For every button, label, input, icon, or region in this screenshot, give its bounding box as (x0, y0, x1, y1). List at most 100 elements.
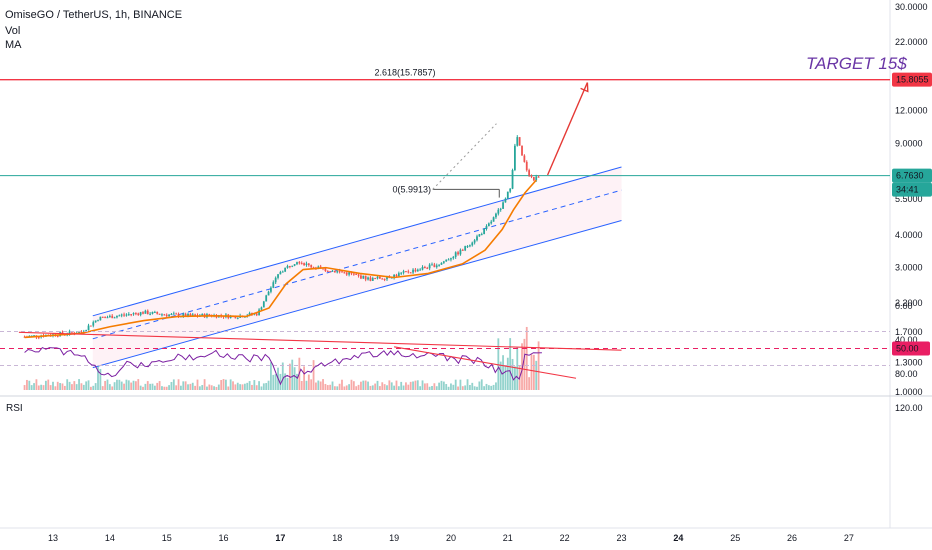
candle-body[interactable] (37, 337, 40, 339)
candle-body[interactable] (298, 262, 301, 264)
rsi-line[interactable] (24, 346, 542, 386)
rsi-trendline-1[interactable] (18, 331, 622, 351)
candle-body[interactable] (333, 270, 336, 273)
candle-body[interactable] (68, 331, 71, 335)
channel-upper-line[interactable] (92, 166, 622, 317)
candle-body[interactable] (277, 274, 279, 278)
candle-body[interactable] (127, 314, 130, 316)
rsi-indicator-label[interactable]: RSI (6, 403, 23, 414)
candle-body[interactable] (469, 245, 471, 247)
candle-body[interactable] (168, 314, 170, 317)
candle-body[interactable] (459, 249, 462, 255)
candle-body[interactable] (153, 311, 156, 313)
candle-body[interactable] (362, 275, 365, 279)
candle-body[interactable] (409, 272, 412, 274)
candle-body[interactable] (243, 316, 246, 318)
candle-body[interactable] (378, 276, 381, 279)
candle-body[interactable] (111, 315, 114, 319)
candle-body[interactable] (146, 310, 149, 315)
candle-body[interactable] (329, 271, 332, 273)
candle-body[interactable] (56, 335, 59, 337)
candle-body[interactable] (438, 264, 441, 266)
candle-body[interactable] (509, 188, 512, 192)
candle-body[interactable] (390, 277, 393, 279)
candle-body[interactable] (355, 273, 358, 275)
candle-body[interactable] (331, 270, 334, 272)
candle-body[interactable] (78, 331, 80, 334)
candle-body[interactable] (433, 264, 436, 268)
candle-body[interactable] (514, 145, 516, 171)
candle-body[interactable] (104, 317, 107, 319)
candle-body[interactable] (305, 263, 308, 265)
candle-body[interactable] (487, 223, 490, 227)
candle-body[interactable] (516, 137, 519, 146)
candle-body[interactable] (383, 278, 386, 280)
candle-body[interactable] (532, 177, 535, 181)
candle-body[interactable] (521, 145, 523, 156)
candle-body[interactable] (61, 332, 64, 334)
candle-body[interactable] (274, 277, 277, 283)
candle-body[interactable] (350, 272, 353, 274)
candle-body[interactable] (92, 322, 95, 326)
candle-body[interactable] (265, 295, 268, 302)
candle-body[interactable] (348, 272, 350, 275)
candle-body[interactable] (144, 310, 147, 314)
candle-body[interactable] (272, 282, 275, 288)
candle-body[interactable] (338, 271, 341, 273)
candle-body[interactable] (158, 313, 161, 315)
candle-body[interactable] (341, 271, 343, 273)
candle-body[interactable] (464, 246, 467, 251)
candle-body[interactable] (165, 314, 168, 317)
candle-body[interactable] (466, 246, 469, 248)
candle-body[interactable] (483, 228, 486, 235)
candle-body[interactable] (395, 274, 398, 277)
candle-body[interactable] (94, 320, 97, 323)
candle-body[interactable] (113, 317, 116, 319)
candle-body[interactable] (191, 314, 194, 316)
candle-body[interactable] (428, 264, 431, 269)
candle-body[interactable] (248, 313, 251, 316)
ma-indicator-label[interactable]: MA (5, 39, 22, 51)
candle-body[interactable] (189, 313, 192, 316)
candle-body[interactable] (386, 277, 388, 280)
candle-body[interactable] (471, 242, 474, 246)
candle-body[interactable] (163, 314, 166, 316)
candle-body[interactable] (137, 313, 140, 315)
candle-body[interactable] (369, 277, 372, 281)
moving-average-line[interactable] (24, 179, 537, 339)
candle-body[interactable] (142, 312, 144, 314)
candle-body[interactable] (476, 236, 478, 241)
candle-body[interactable] (170, 313, 173, 315)
candle-body[interactable] (99, 316, 102, 321)
candle-body[interactable] (260, 307, 263, 310)
candle-body[interactable] (161, 314, 163, 316)
candle-body[interactable] (502, 202, 504, 209)
candle-body[interactable] (267, 291, 270, 296)
candle-body[interactable] (452, 256, 455, 259)
candle-body[interactable] (423, 267, 426, 269)
candle-body[interactable] (108, 315, 111, 318)
candle-body[interactable] (435, 265, 438, 268)
candle-body[interactable] (511, 170, 514, 189)
candle-body[interactable] (279, 272, 282, 275)
candle-body[interactable] (402, 271, 405, 273)
candle-body[interactable] (416, 269, 419, 272)
candle-body[interactable] (530, 175, 533, 178)
candle-body[interactable] (497, 209, 500, 214)
candle-body[interactable] (381, 278, 384, 280)
candle-body[interactable] (97, 320, 99, 322)
candle-body[interactable] (495, 213, 497, 218)
candle-body[interactable] (442, 261, 445, 263)
candle-body[interactable] (234, 315, 237, 319)
candle-body[interactable] (336, 271, 339, 273)
candle-body[interactable] (208, 314, 211, 316)
candle-body[interactable] (480, 234, 483, 236)
candle-body[interactable] (293, 264, 296, 266)
candle-body[interactable] (262, 301, 265, 308)
candle-body[interactable] (120, 314, 123, 316)
candle-body[interactable] (33, 335, 35, 337)
candle-body[interactable] (281, 271, 284, 273)
candle-body[interactable] (130, 314, 133, 316)
candle-body[interactable] (431, 264, 433, 266)
